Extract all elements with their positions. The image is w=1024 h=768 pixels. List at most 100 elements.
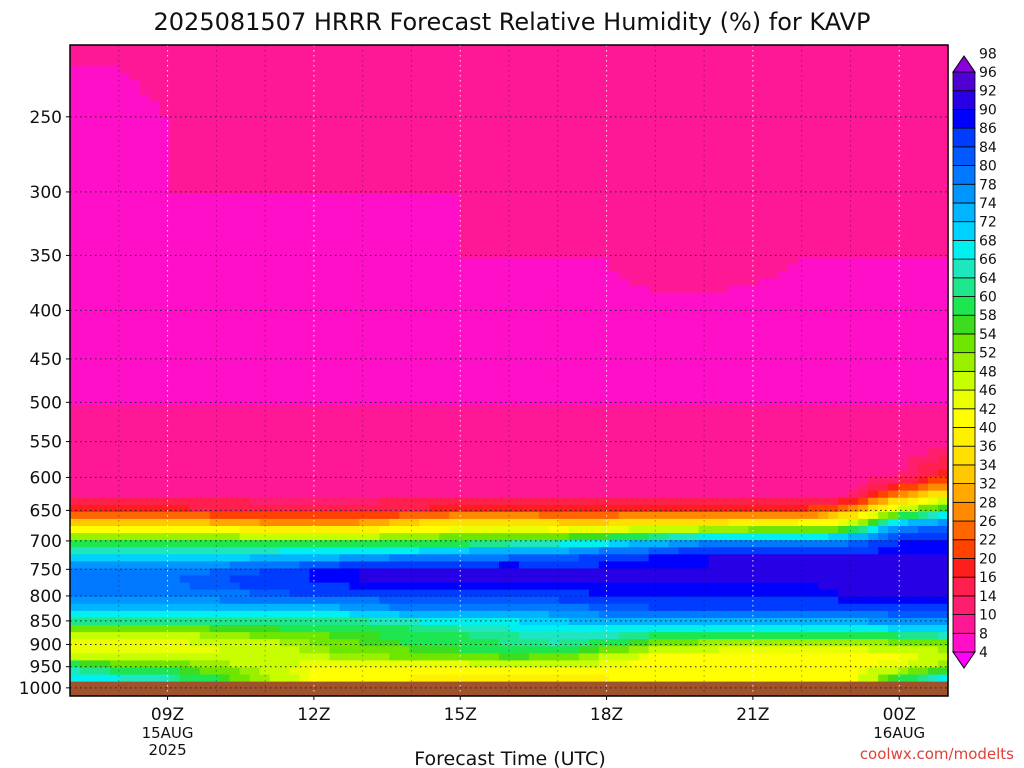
rh-cell xyxy=(558,179,570,188)
rh-cell xyxy=(588,66,600,74)
rh-cell xyxy=(259,306,271,315)
rh-cell xyxy=(758,179,770,188)
rh-cell xyxy=(608,94,620,103)
rh-cell xyxy=(708,108,720,117)
rh-cell xyxy=(119,412,131,421)
rh-cell xyxy=(389,434,400,442)
rh-cell xyxy=(888,278,899,287)
rh-cell xyxy=(598,299,610,308)
rh-cell xyxy=(828,80,839,89)
rh-cell xyxy=(219,186,231,195)
rh-cell xyxy=(329,363,340,371)
rh-cell xyxy=(558,200,570,209)
rh-cell xyxy=(339,243,350,251)
rh-cell xyxy=(788,101,799,110)
rh-cell xyxy=(89,94,101,103)
rh-cell xyxy=(888,122,899,131)
rh-cell xyxy=(608,172,620,180)
rh-cell xyxy=(439,122,450,131)
rh-cell xyxy=(419,306,430,315)
rh-cell xyxy=(798,136,809,145)
rh-cell xyxy=(748,419,760,428)
rh-cell xyxy=(79,87,91,96)
rh-cell xyxy=(179,434,191,442)
rh-cell xyxy=(608,370,620,379)
rh-cell xyxy=(159,313,171,322)
rh-cell xyxy=(399,335,410,343)
rh-cell xyxy=(349,434,360,442)
rh-cell xyxy=(399,434,410,442)
rh-cell xyxy=(379,342,390,350)
rh-cell xyxy=(778,313,789,322)
rh-cell xyxy=(319,73,331,81)
rh-cell xyxy=(149,101,161,110)
rh-cell xyxy=(748,342,760,350)
rh-cell xyxy=(848,101,859,110)
rh-cell xyxy=(538,292,550,301)
rh-cell xyxy=(489,412,500,421)
rh-cell xyxy=(89,122,101,131)
rh-cell xyxy=(698,320,710,329)
rh-cell xyxy=(509,419,520,428)
rh-cell xyxy=(518,271,530,280)
rh-cell xyxy=(409,264,420,272)
rh-cell xyxy=(618,243,630,251)
rh-cell xyxy=(259,207,271,216)
rh-cell xyxy=(868,172,879,180)
rh-cell xyxy=(99,165,111,173)
rh-cell xyxy=(748,235,760,244)
rh-cell xyxy=(558,193,570,202)
rh-cell xyxy=(768,108,779,117)
rh-cell xyxy=(518,299,530,308)
rh-cell xyxy=(588,405,600,414)
rh-cell xyxy=(838,405,849,414)
rh-cell xyxy=(499,122,510,131)
rh-cell xyxy=(538,243,550,251)
rh-cell xyxy=(339,129,350,138)
rh-cell xyxy=(219,285,231,294)
rh-cell xyxy=(618,207,630,216)
rh-cell xyxy=(379,243,390,251)
rh-cell xyxy=(309,158,321,166)
rh-cell xyxy=(578,129,590,138)
rh-cell xyxy=(888,214,899,223)
rh-cell xyxy=(698,398,710,407)
rh-cell xyxy=(868,356,879,364)
rh-cell xyxy=(319,299,331,308)
rh-cell xyxy=(329,434,340,442)
rh-cell xyxy=(688,94,700,103)
rh-cell xyxy=(908,313,919,322)
rh-cell xyxy=(259,52,271,60)
rh-cell xyxy=(509,278,520,287)
rh-cell xyxy=(528,221,540,230)
rh-cell xyxy=(70,165,81,173)
rh-cell xyxy=(109,158,121,166)
rh-cell xyxy=(598,108,610,117)
rh-cell xyxy=(329,186,340,195)
rh-cell xyxy=(139,45,151,53)
rh-cell xyxy=(928,59,939,67)
rh-cell xyxy=(638,66,650,74)
rh-cell xyxy=(109,257,121,265)
rh-cell xyxy=(349,52,360,60)
rh-cell xyxy=(798,299,809,308)
rh-cell xyxy=(129,363,141,371)
rh-cell xyxy=(249,165,261,173)
rh-cell xyxy=(299,257,311,265)
rh-cell xyxy=(728,278,740,287)
rh-cell xyxy=(259,200,271,209)
rh-cell xyxy=(838,264,849,272)
rh-cell xyxy=(878,59,889,67)
rh-cell xyxy=(768,384,779,393)
rh-cell xyxy=(728,101,740,110)
rh-cell xyxy=(479,214,490,223)
rh-cell xyxy=(449,398,460,407)
rh-cell xyxy=(289,73,301,81)
rh-cell xyxy=(439,165,450,173)
rh-cell xyxy=(429,115,440,124)
rh-cell xyxy=(199,59,211,67)
rh-cell xyxy=(499,377,510,386)
rh-cell xyxy=(299,306,311,315)
rh-cell xyxy=(778,398,789,407)
rh-cell xyxy=(379,129,390,138)
